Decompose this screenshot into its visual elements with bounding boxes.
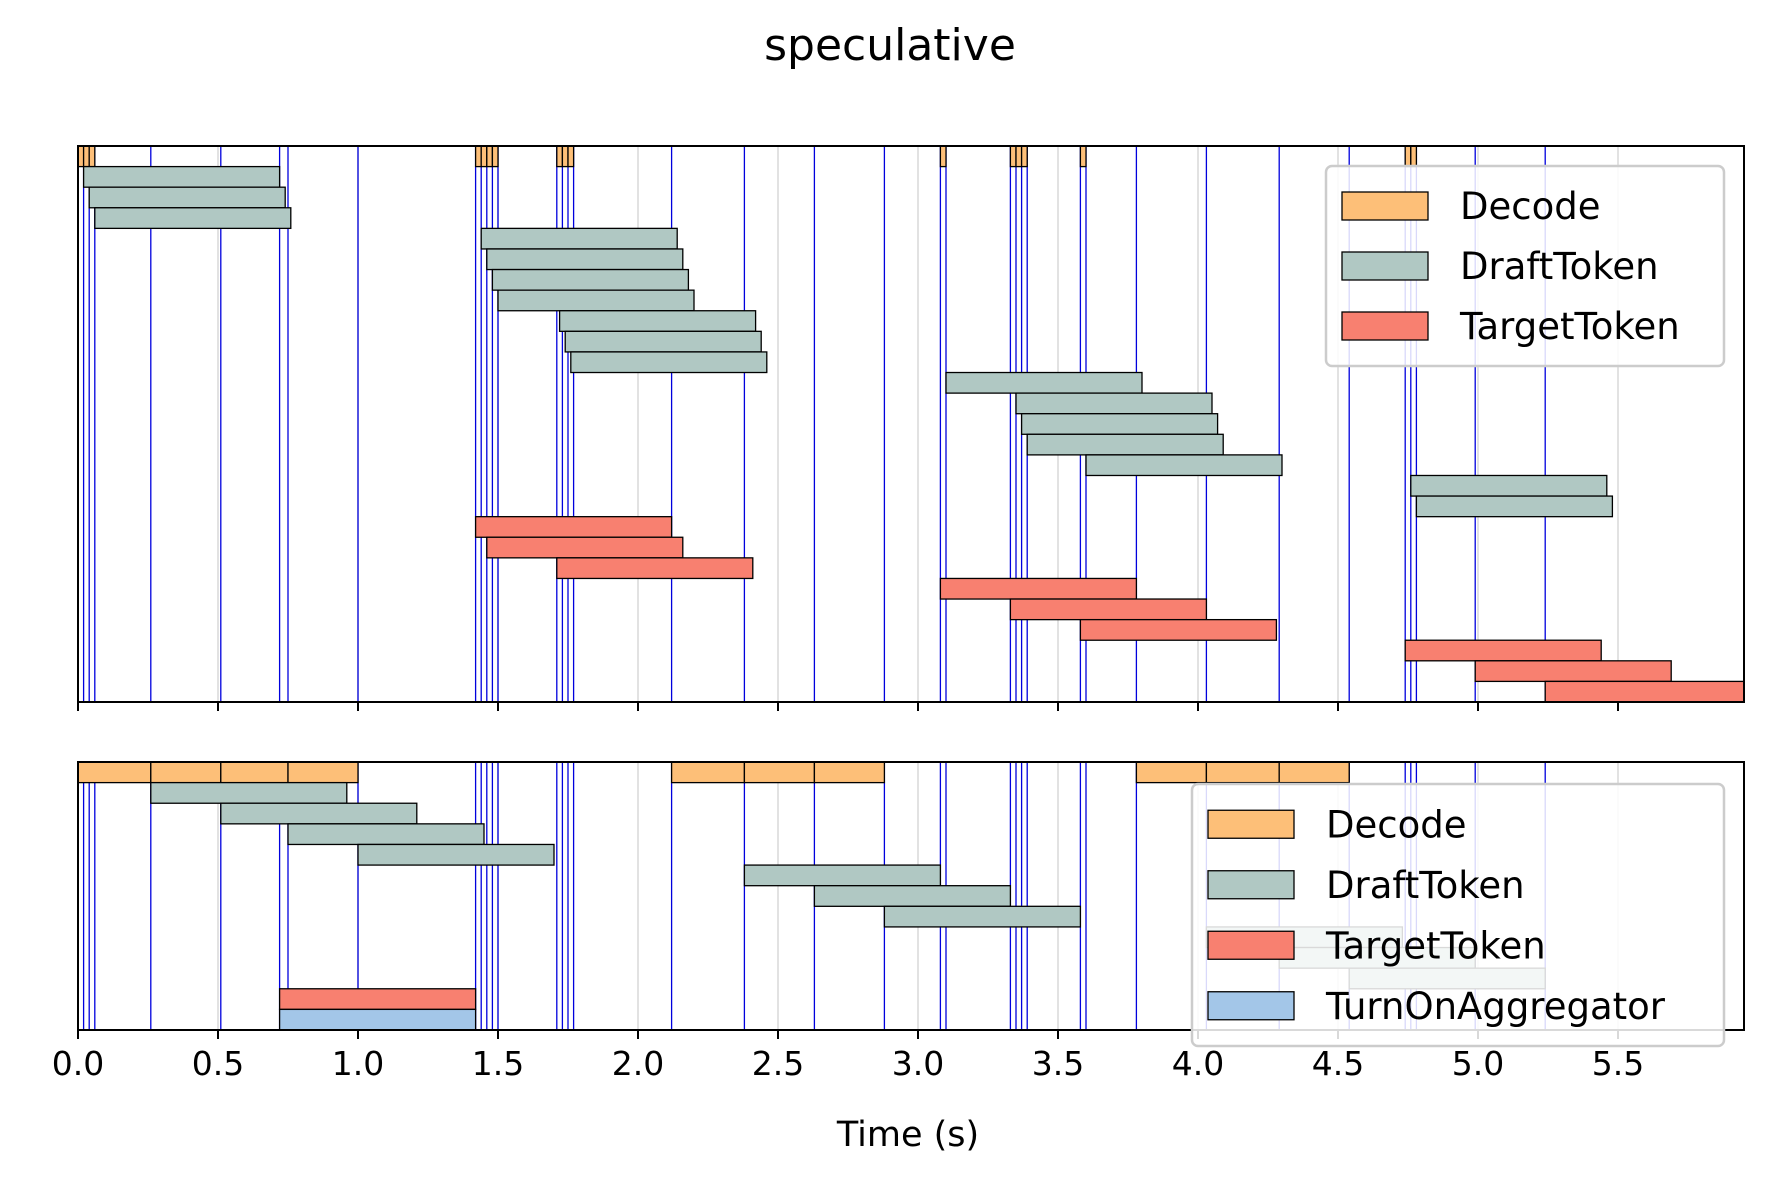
bar-drafttoken <box>497 289 695 312</box>
legend-label-decode: Decode <box>1460 185 1600 228</box>
legend-swatch-targettoken <box>1341 311 1429 341</box>
x-tick-label: 1.0 <box>332 1044 384 1083</box>
bar-drafttoken <box>883 905 1082 928</box>
legend-swatch-drafttoken <box>1341 251 1429 281</box>
bar-decode <box>150 761 222 784</box>
bar-drafttoken <box>813 885 1012 907</box>
bar-drafttoken <box>1415 495 1614 518</box>
bar-targettoken <box>1079 618 1278 641</box>
bar-drafttoken <box>1015 392 1213 415</box>
bar-decode <box>486 145 494 168</box>
bar-drafttoken <box>1085 454 1283 477</box>
legend-label-targettoken: TargetToken <box>1459 305 1680 348</box>
bar-drafttoken <box>357 843 555 866</box>
bar-drafttoken <box>945 371 1143 394</box>
bar-decode <box>556 145 564 168</box>
bar-decode <box>1135 761 1208 784</box>
bar-decode <box>82 145 90 168</box>
bar-drafttoken <box>564 330 762 353</box>
panel-2: 0.0 0.5 1.0 1.5 2.0 2.5 3.0 3.5 4.0 4.5 5.0 5.5Deco… <box>52 761 1745 1083</box>
bar-targettoken <box>474 516 673 538</box>
bar-decode <box>1278 761 1350 784</box>
bar-drafttoken <box>150 781 348 804</box>
bar-decode <box>1404 145 1412 168</box>
legend-box <box>1190 782 1726 1048</box>
chart-title: speculative <box>764 20 1016 71</box>
bar-targettoken <box>278 988 477 1011</box>
bar-drafttoken <box>82 165 281 188</box>
legend-label-drafttoken: DraftToken <box>1326 864 1525 907</box>
bar-decode <box>561 145 569 168</box>
panel-frame <box>77 145 1745 703</box>
bar-drafttoken <box>287 823 485 846</box>
bar-targettoken <box>1544 680 1745 703</box>
legend-label-turnonaggregator: TurnOnAggregator <box>1325 985 1666 1028</box>
bar-drafttoken <box>570 351 768 374</box>
x-tick-label: 4.5 <box>1312 1044 1364 1083</box>
bar-drafttoken <box>743 864 942 887</box>
bar-drafttoken <box>1410 474 1608 497</box>
x-tick-label: 2.0 <box>612 1044 664 1083</box>
bar-decode <box>1009 145 1017 168</box>
legend-1: Decode DraftToken TargetToken <box>1324 164 1726 368</box>
bar-drafttoken <box>94 207 292 230</box>
bar-turnonaggregator <box>278 1008 477 1031</box>
bar-drafttoken <box>491 268 690 291</box>
legend-swatch-decode <box>1341 191 1429 221</box>
bar-decode <box>474 145 482 168</box>
panel-frame <box>77 761 1745 1031</box>
bar-targettoken <box>486 536 684 559</box>
bar-drafttoken <box>1026 433 1224 456</box>
bar-decode <box>1015 145 1023 168</box>
x-tick-label: 1.5 <box>472 1044 524 1083</box>
bar-decode <box>1079 145 1087 168</box>
bar-decode <box>287 761 359 784</box>
bar-drafttoken <box>480 227 678 250</box>
x-tick-label: 3.5 <box>1032 1044 1084 1083</box>
bar-decode <box>220 761 289 784</box>
bar-drafttoken <box>558 310 757 332</box>
x-tick-label: 0.0 <box>52 1044 104 1083</box>
bar-decode <box>491 145 499 168</box>
bar-decode <box>743 761 816 784</box>
x-tick-label: 3.0 <box>892 1044 944 1083</box>
bar-decode <box>1410 145 1418 168</box>
bar-targettoken <box>1404 639 1602 662</box>
x-tick-label: 0.5 <box>192 1044 244 1083</box>
x-tick-label: 5.0 <box>1452 1044 1504 1083</box>
legend-swatch-decode <box>1207 809 1295 839</box>
bar-drafttoken <box>486 248 684 271</box>
bar-decode <box>77 761 152 784</box>
bar-decode <box>88 145 96 168</box>
legend-label-targettoken: TargetToken <box>1325 924 1546 967</box>
legend-label-decode: Decode <box>1326 803 1466 846</box>
legend-swatch-drafttoken <box>1207 870 1295 900</box>
bar-targettoken <box>1009 598 1208 621</box>
bar-targettoken <box>556 557 754 580</box>
legend-swatch-targettoken <box>1207 930 1295 960</box>
bar-decode <box>567 145 575 168</box>
x-axis-label: Time (s) <box>836 1115 979 1155</box>
bar-drafttoken <box>1020 413 1219 435</box>
x-tick-label: 2.5 <box>752 1044 804 1083</box>
x-tick-label: 5.5 <box>1592 1044 1644 1083</box>
x-tick-label: 4.0 <box>1172 1044 1224 1083</box>
legend-label-drafttoken: DraftToken <box>1460 245 1659 288</box>
bar-decode <box>1020 145 1028 168</box>
bar-targettoken <box>939 577 1138 600</box>
bar-decode <box>813 761 886 784</box>
panel-1: Decode DraftToken TargetToken <box>77 145 1745 711</box>
legend-2: Decode DraftToken TargetToken TurnOnAggrega… <box>1190 782 1726 1048</box>
bar-decode <box>670 761 746 784</box>
bar-decode <box>939 145 947 168</box>
bar-decode <box>480 145 488 168</box>
bar-drafttoken <box>220 802 418 825</box>
bar-targettoken <box>1474 660 1672 683</box>
bar-drafttoken <box>88 186 286 209</box>
legend-swatch-turnonaggregator <box>1207 991 1295 1021</box>
bar-decode <box>1205 761 1280 784</box>
